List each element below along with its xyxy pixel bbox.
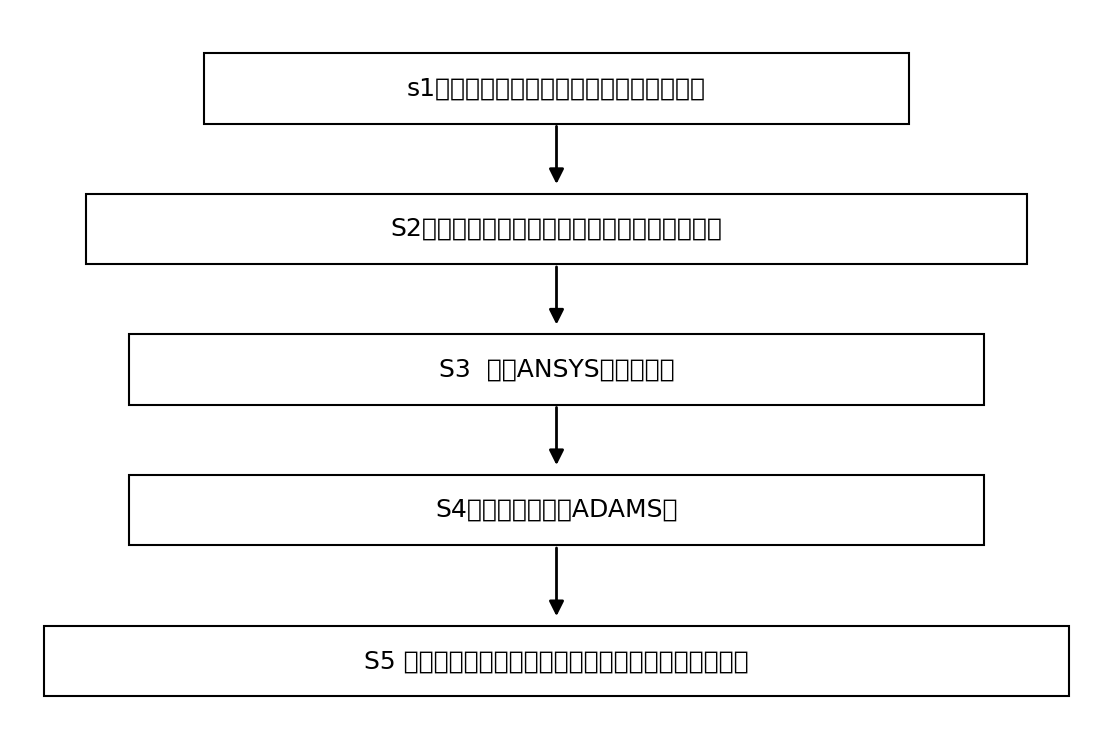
Text: S5 计算啮合力、输入输出转速、扭矩以及电机补充功率: S5 计算啮合力、输入输出转速、扭矩以及电机补充功率 xyxy=(364,649,749,673)
FancyBboxPatch shape xyxy=(129,475,984,545)
FancyBboxPatch shape xyxy=(204,53,909,124)
FancyBboxPatch shape xyxy=(87,194,1026,264)
FancyBboxPatch shape xyxy=(129,335,984,405)
Text: S2建立功率封闭型人字齿轮试验台三维仿真模型: S2建立功率封闭型人字齿轮试验台三维仿真模型 xyxy=(391,217,722,241)
FancyBboxPatch shape xyxy=(43,626,1070,696)
Text: s1获取功率封闭型人字齿轮试验台的关数据: s1获取功率封闭型人字齿轮试验台的关数据 xyxy=(407,76,706,100)
Text: S4，将模型导入到ADAMS中: S4，将模型导入到ADAMS中 xyxy=(435,498,678,522)
Text: S3  导入ANSYS进行前处理: S3 导入ANSYS进行前处理 xyxy=(439,357,674,381)
